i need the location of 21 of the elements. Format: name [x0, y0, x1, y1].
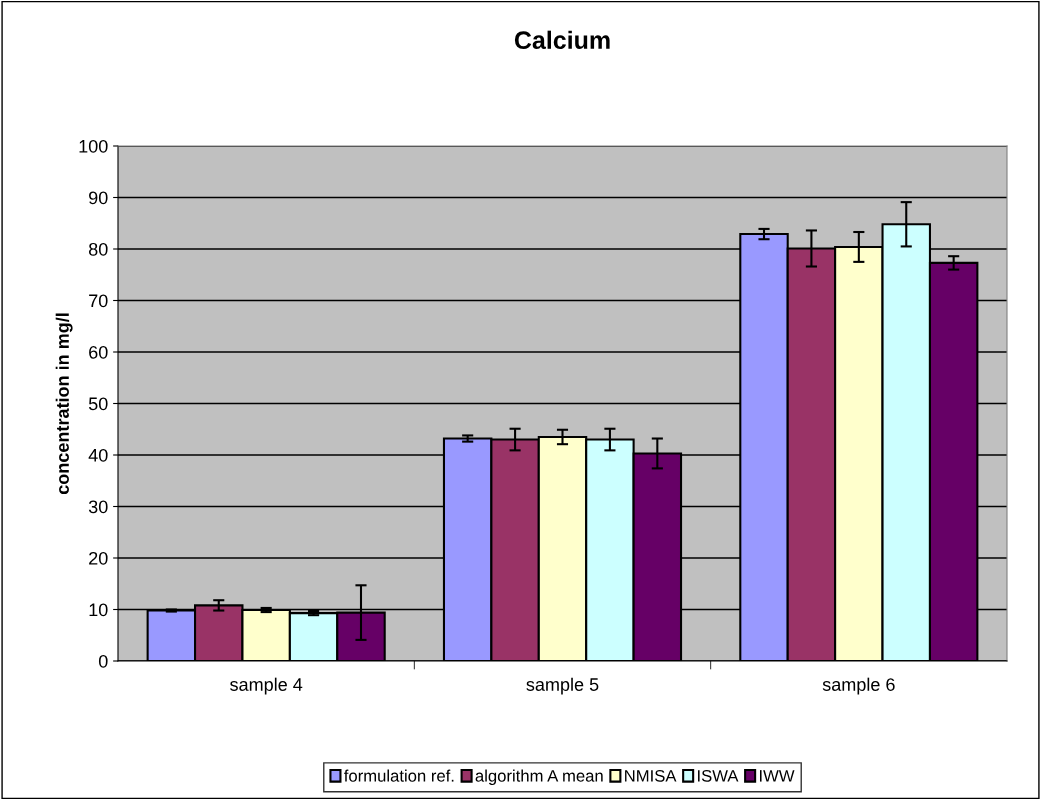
- y-tick-label: 60: [89, 345, 108, 359]
- legend-label: ISWA: [698, 769, 739, 782]
- y-tick-label: 0: [98, 654, 108, 668]
- chart-title: Calcium: [514, 30, 610, 50]
- x-tick-label: sample 6: [822, 677, 895, 695]
- y-tick-label: 30: [88, 500, 108, 514]
- y-tick-label: 100: [79, 139, 108, 153]
- y-tick-label: 80: [88, 242, 108, 256]
- legend-label: algorithm A mean: [475, 769, 603, 786]
- y-tick-label: 50: [88, 397, 108, 411]
- legend-label: IWW: [760, 770, 795, 782]
- y-tick-label: 10: [89, 603, 108, 617]
- y-tick-label: 40: [88, 448, 108, 462]
- y-tick-label: 70: [89, 294, 108, 308]
- x-tick-label: sample 4: [230, 677, 303, 695]
- legend-label: formulation ref.: [344, 769, 454, 782]
- x-tick-label: sample 5: [526, 677, 599, 695]
- legend-label: NMISA: [625, 769, 677, 782]
- y-axis-title: concentration in mg/l: [55, 313, 73, 495]
- y-tick-label: 90: [89, 191, 108, 205]
- y-tick-label: 20: [89, 551, 108, 565]
